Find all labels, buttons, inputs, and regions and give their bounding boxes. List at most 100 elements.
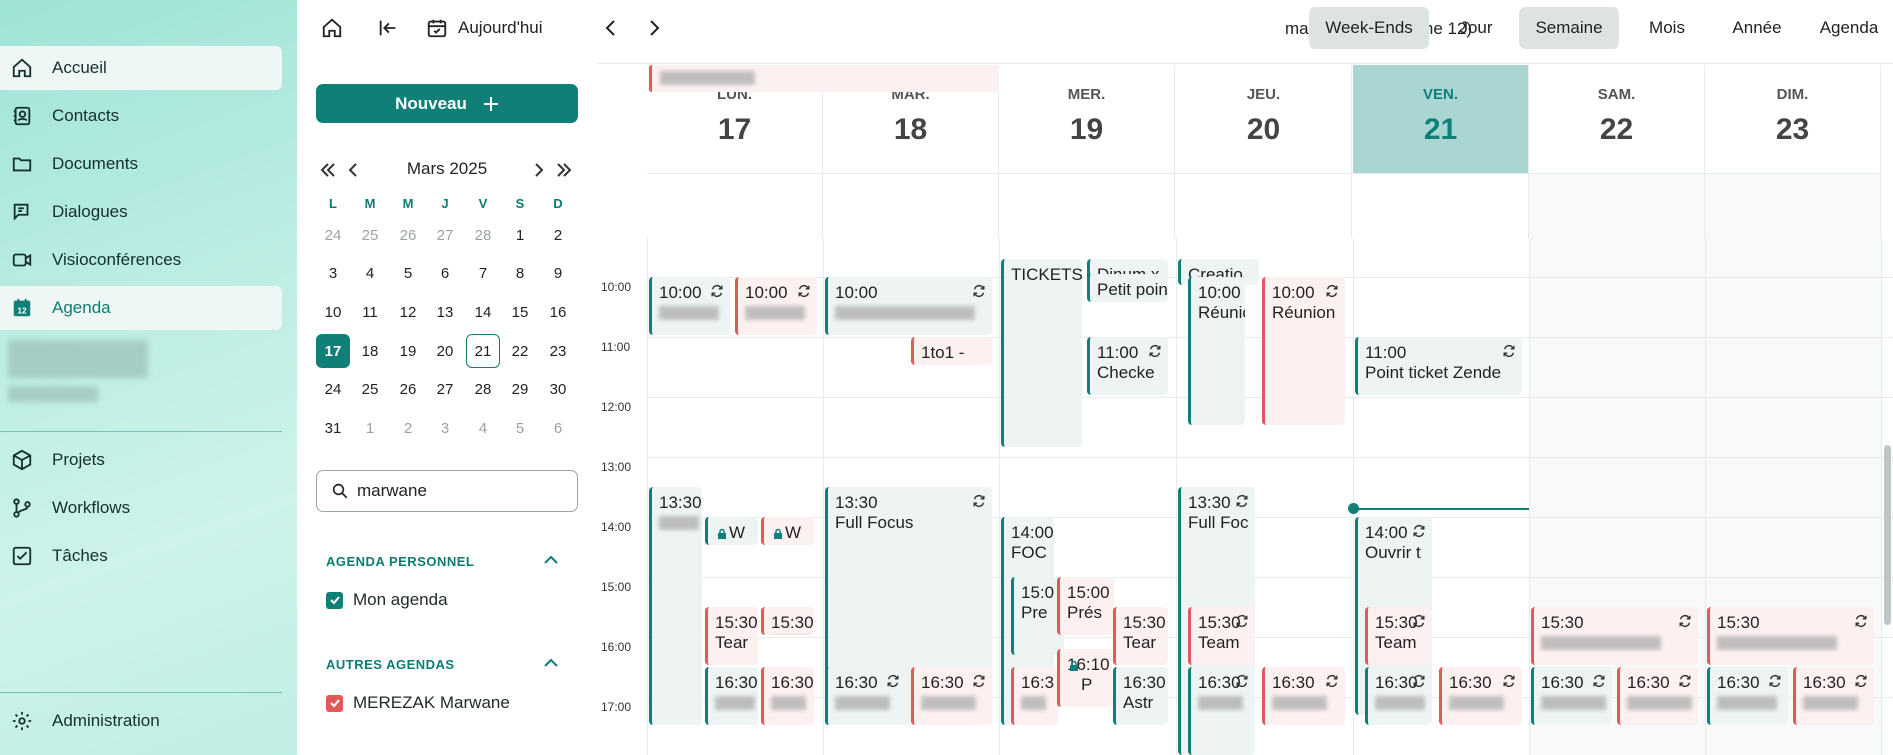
agenda-merezak[interactable]: MEREZAK Marwane: [326, 693, 510, 713]
scrollbar[interactable]: [1884, 445, 1891, 625]
calendar-event[interactable]: 15:0 Pre: [1011, 577, 1064, 655]
calendar-event[interactable]: 16:30: [1707, 667, 1788, 725]
calendar-event[interactable]: 11:00 Checke: [1087, 337, 1168, 395]
calendar-event[interactable]: 13:30: [649, 487, 702, 725]
mini-calendar-day[interactable]: 4: [478, 419, 488, 437]
mini-calendar-day[interactable]: 1: [365, 419, 375, 437]
home-button[interactable]: [318, 14, 346, 42]
sidebar-item-projets[interactable]: Projets: [0, 438, 282, 482]
mini-calendar-day[interactable]: 15: [511, 303, 529, 321]
all-day-cell[interactable]: [999, 173, 1175, 238]
calendar-event[interactable]: 16:30: [1262, 667, 1345, 725]
view-weekends[interactable]: Week-Ends: [1309, 7, 1429, 49]
calendar-event[interactable]: 16:30: [911, 667, 992, 725]
calendar-event[interactable]: Petit poin: [1087, 274, 1168, 302]
mini-calendar-day[interactable]: 14: [474, 303, 492, 321]
mini-calendar-day[interactable]: 22: [511, 342, 529, 360]
mini-calendar-day[interactable]: 2: [403, 419, 413, 437]
day-column-header[interactable]: JEU. 20: [1176, 65, 1352, 173]
mini-calendar-day[interactable]: 30: [549, 380, 567, 398]
calendar-event[interactable]: 16:30: [705, 667, 758, 725]
mini-calendar-day[interactable]: 1: [515, 226, 525, 244]
next-year-button[interactable]: [552, 155, 576, 185]
sidebar-item-visio[interactable]: Visioconférences: [0, 238, 282, 282]
day-column-header[interactable]: MER. 19: [999, 65, 1175, 173]
all-day-cell[interactable]: [1705, 173, 1881, 238]
calendar-event[interactable]: 10:00: [735, 277, 817, 335]
calendar-event[interactable]: 16:30: [761, 667, 814, 725]
day-column-header[interactable]: SAM. 22: [1529, 65, 1705, 173]
mini-calendar-day[interactable]: 6: [553, 419, 563, 437]
calendar-event[interactable]: 15:30 Team: [1365, 607, 1432, 665]
mini-calendar-day[interactable]: 25: [361, 226, 379, 244]
calendar-event[interactable]: 16:10 P: [1057, 649, 1112, 707]
calendar-event[interactable]: 16:30: [1365, 667, 1432, 725]
calendar-event[interactable]: 15:30: [1531, 607, 1698, 665]
calendar-event[interactable]: 16:30: [1439, 667, 1522, 725]
mini-calendar-day[interactable]: 11: [362, 303, 378, 321]
search-box[interactable]: [316, 470, 578, 512]
mini-calendar-day[interactable]: 9: [553, 264, 563, 282]
calendar-event[interactable]: 16:30 Astr: [1113, 667, 1168, 725]
mini-calendar-day[interactable]: 21: [466, 334, 500, 368]
today-button[interactable]: Aujourd'hui: [426, 10, 543, 46]
calendar-event[interactable]: W: [705, 517, 758, 545]
sidebar-item-taches[interactable]: Tâches: [0, 534, 282, 578]
calendar-event[interactable]: 15:30 Tear: [705, 607, 758, 665]
mini-calendar-day[interactable]: 23: [549, 342, 567, 360]
calendar-event[interactable]: 15:30: [1707, 607, 1874, 665]
chevron-up-icon[interactable]: [542, 551, 560, 569]
sidebar-item-accueil[interactable]: Accueil: [0, 46, 282, 90]
mini-calendar-day[interactable]: 29: [511, 380, 529, 398]
mini-calendar-day[interactable]: 5: [403, 264, 413, 282]
all-day-event[interactable]: [649, 65, 999, 92]
prev-month-button[interactable]: [342, 155, 366, 185]
all-day-cell[interactable]: [647, 173, 823, 238]
sidebar-item-workflows[interactable]: Workflows: [0, 486, 282, 530]
mini-calendar-day[interactable]: 16: [549, 303, 567, 321]
calendar-event[interactable]: 16:30: [825, 667, 906, 725]
mini-calendar-day[interactable]: 25: [361, 380, 379, 398]
prev-year-button[interactable]: [316, 155, 340, 185]
mini-calendar-day[interactable]: 28: [474, 226, 492, 244]
mini-calendar-day[interactable]: 19: [399, 342, 417, 360]
view-agenda[interactable]: Agenda: [1819, 18, 1879, 37]
view-jour[interactable]: Jour: [1459, 18, 1493, 37]
mini-calendar-day[interactable]: 28: [474, 380, 492, 398]
calendar-event[interactable]: TICKETS: [1001, 259, 1082, 447]
calendar-event[interactable]: W: [761, 517, 814, 545]
mini-calendar-day[interactable]: 27: [436, 380, 454, 398]
mini-calendar-day[interactable]: 8: [515, 264, 525, 282]
all-day-cell[interactable]: [823, 173, 999, 238]
mini-calendar-day[interactable]: 2: [553, 226, 563, 244]
calendar-event[interactable]: 10:00: [649, 277, 730, 335]
day-column-header[interactable]: VEN. 21: [1353, 65, 1529, 173]
day-column-header[interactable]: DIM. 23: [1705, 65, 1881, 173]
calendar-event[interactable]: 10:00Réunic: [1188, 277, 1245, 425]
mini-calendar-day[interactable]: 17: [316, 334, 350, 368]
sidebar-item-contacts[interactable]: Contacts: [0, 94, 282, 138]
prev-week-button[interactable]: [597, 14, 625, 42]
mini-calendar-day[interactable]: 3: [440, 419, 450, 437]
calendar-event[interactable]: 16:30: [1793, 667, 1874, 725]
all-day-cell[interactable]: [1176, 173, 1352, 238]
mini-calendar-day[interactable]: 27: [436, 226, 454, 244]
sidebar-item-documents[interactable]: Documents: [0, 142, 282, 186]
all-day-cell[interactable]: [1529, 173, 1705, 238]
next-week-button[interactable]: [640, 14, 668, 42]
mini-calendar-day[interactable]: 5: [515, 419, 525, 437]
calendar-event[interactable]: 16:30: [1188, 667, 1255, 755]
mini-calendar-day[interactable]: 24: [324, 226, 342, 244]
calendar-event[interactable]: 10:00: [825, 277, 992, 335]
mini-calendar-day[interactable]: 10: [324, 303, 342, 321]
calendar-event[interactable]: 15:00 Prés: [1057, 577, 1114, 635]
sidebar-item-administration[interactable]: Administration: [0, 699, 282, 743]
mini-calendar-day[interactable]: 7: [478, 264, 488, 282]
mini-calendar-day[interactable]: 20: [436, 342, 454, 360]
checkbox-checked-icon[interactable]: [326, 694, 343, 712]
mini-calendar-day[interactable]: 26: [399, 380, 417, 398]
chevron-up-icon[interactable]: [542, 654, 560, 672]
checkbox-checked-icon[interactable]: [326, 591, 343, 609]
mini-calendar-day[interactable]: 4: [365, 264, 375, 282]
new-event-button[interactable]: Nouveau: [316, 84, 578, 123]
